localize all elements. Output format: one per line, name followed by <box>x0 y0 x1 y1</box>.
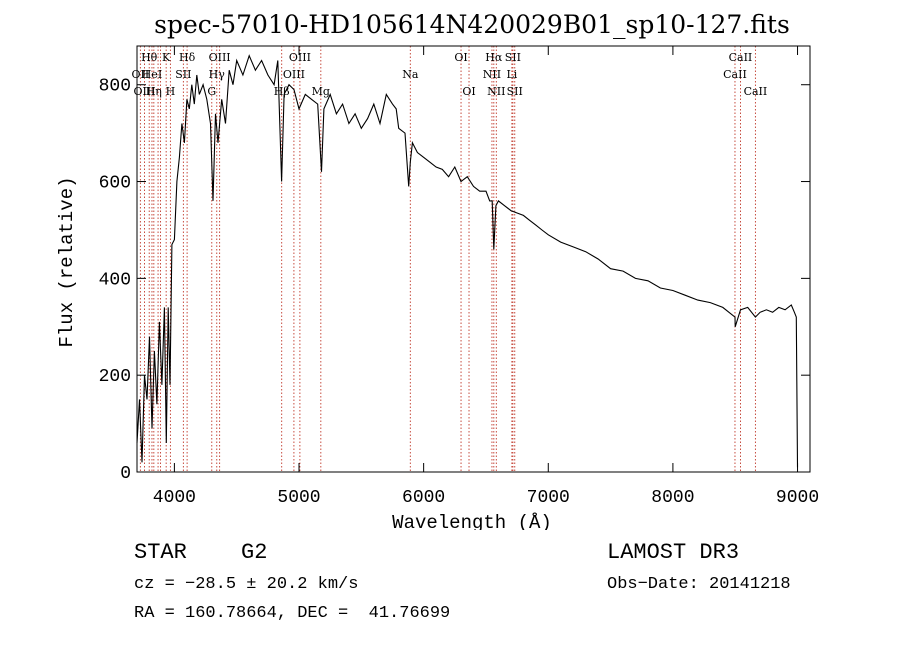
line-marker-label: Hδ <box>179 51 196 64</box>
line-marker-label: OI <box>462 85 475 98</box>
line-marker-label: OIII <box>133 85 155 98</box>
x-tick-label: 9000 <box>776 488 819 508</box>
observation-date: Obs−Date: 20141218 <box>607 575 791 594</box>
line-marker-label: SII <box>505 51 521 64</box>
x-tick-label: 5000 <box>277 488 320 508</box>
object-class: STAR <box>134 540 187 565</box>
line-marker-label: G <box>207 85 216 98</box>
line-marker-label: SII <box>175 68 191 81</box>
line-marker-label: Hα <box>485 51 503 64</box>
line-marker-label: Hγ <box>209 68 226 81</box>
line-marker-label: NII <box>483 68 501 81</box>
y-tick-label: 200 <box>99 367 131 387</box>
line-marker-label: CaII <box>729 51 753 64</box>
line-marker-label: CaII <box>744 85 768 98</box>
line-marker-label: H <box>166 85 176 98</box>
line-marker-label: HeI <box>142 68 162 81</box>
x-axis-label: Wavelength (Å) <box>392 512 552 530</box>
line-marker-label: Hβ <box>274 85 290 98</box>
line-marker-label: Hη <box>146 85 162 98</box>
line-marker-label: OII <box>132 68 150 81</box>
y-axis-ticks: 0 200 400 600 800 <box>99 77 810 484</box>
line-marker-label: Hθ <box>141 51 158 64</box>
y-tick-label: 600 <box>99 174 131 194</box>
chart-title: spec-57010-HD105614N420029B01_sp10-127.f… <box>154 10 790 39</box>
line-marker-label: Li <box>506 68 517 81</box>
emission-line-markers <box>139 46 756 472</box>
spectrum-chart: spec-57010-HD105614N420029B01_sp10-127.f… <box>56 10 819 530</box>
x-tick-label: 4000 <box>153 488 196 508</box>
line-marker-label: OIII <box>209 51 231 64</box>
line-marker-label: OI <box>454 51 467 64</box>
line-marker-label: OIII <box>289 51 311 64</box>
emission-line-labels: OII OIII Hθ HeI Hη K H SII Hδ G Hγ OIII Hβ OIII OIII Mg… <box>132 51 768 98</box>
x-tick-label: 6000 <box>402 488 445 508</box>
line-marker-label: OIII <box>283 68 305 81</box>
line-marker-label: Na <box>402 68 419 81</box>
flux-series-line <box>136 54 799 468</box>
ra-dec-coordinates: RA = 160.78664, DEC = 41.76699 <box>134 604 451 623</box>
plot-frame <box>136 45 811 473</box>
line-marker-label: CaII <box>723 68 747 81</box>
x-tick-label: 8000 <box>651 488 694 508</box>
line-marker-label: NII <box>487 85 505 98</box>
spectral-subclass: G2 <box>241 540 268 565</box>
x-axis-ticks: 4000 5000 6000 7000 8000 9000 <box>153 46 819 508</box>
line-marker-label: Mg <box>312 85 330 98</box>
line-marker-label: SII <box>507 85 523 98</box>
redshift-cz: cz = −28.5 ± 20.2 km/s <box>134 575 359 594</box>
y-tick-label: 800 <box>99 77 131 97</box>
x-tick-label: 7000 <box>527 488 570 508</box>
survey-name: LAMOST DR3 <box>607 540 740 565</box>
y-tick-label: 0 <box>120 464 131 484</box>
y-axis-label: Flux (relative) <box>56 176 78 347</box>
y-tick-label: 400 <box>99 270 131 290</box>
line-marker-label: K <box>162 51 171 64</box>
